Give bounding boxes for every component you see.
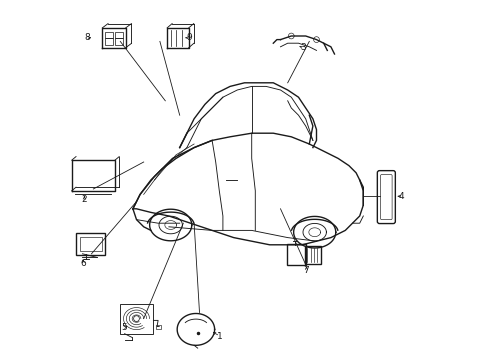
Text: 2: 2 xyxy=(81,195,87,204)
Text: 4: 4 xyxy=(397,192,403,201)
Text: 8: 8 xyxy=(84,33,89,42)
Text: 3: 3 xyxy=(299,43,305,52)
Text: 1: 1 xyxy=(217,332,223,341)
Text: 5: 5 xyxy=(121,323,126,332)
Text: 7: 7 xyxy=(303,266,309,275)
Text: 6: 6 xyxy=(80,259,86,268)
Text: 9: 9 xyxy=(186,33,192,42)
